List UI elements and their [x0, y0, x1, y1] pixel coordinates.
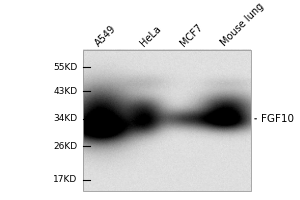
- Text: 43KD: 43KD: [53, 87, 77, 96]
- Text: 17KD: 17KD: [53, 175, 77, 184]
- Text: 34KD: 34KD: [53, 114, 77, 123]
- Text: Mouse lung: Mouse lung: [219, 1, 266, 48]
- Bar: [83, 50, 250, 191]
- Text: A549: A549: [93, 23, 118, 48]
- Text: MCF7: MCF7: [178, 22, 205, 48]
- Text: HeLa: HeLa: [138, 23, 163, 48]
- Text: 55KD: 55KD: [53, 63, 77, 72]
- Text: FGF10: FGF10: [261, 114, 294, 124]
- Text: 26KD: 26KD: [53, 142, 77, 151]
